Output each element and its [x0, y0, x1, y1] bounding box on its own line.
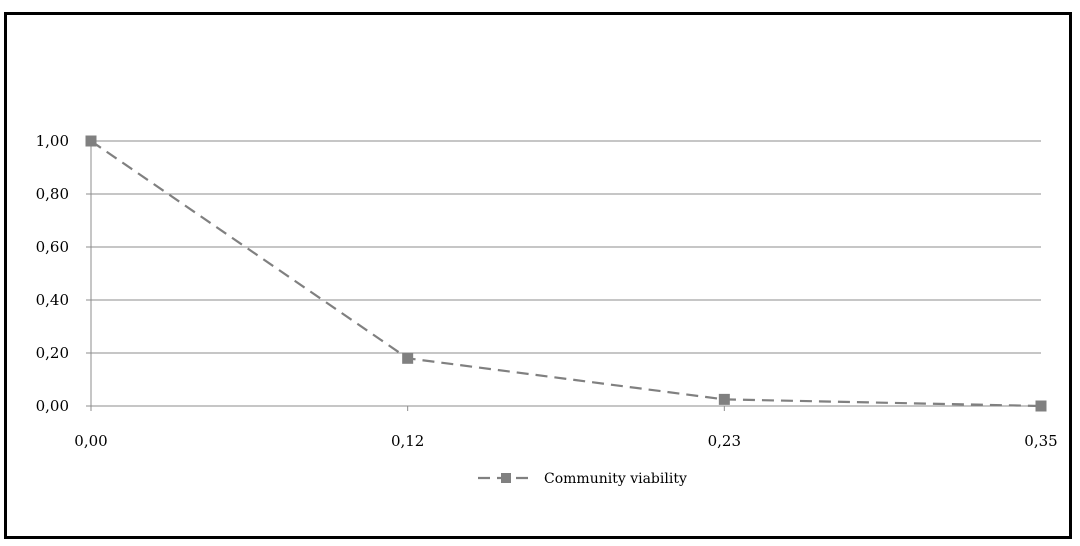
y-tick-labels: 0,00 0,20 0,40 0,60 0,80 1,00 [36, 132, 69, 415]
series-layer [85, 135, 1047, 412]
y-tick-label: 0,20 [36, 344, 69, 362]
chart-frame [4, 12, 1072, 539]
y-tick-label: 0,60 [36, 238, 69, 256]
y-tick-label: 0,40 [36, 291, 69, 309]
y-tick-label: 1,00 [36, 132, 69, 150]
axes [86, 139, 1042, 411]
series-line [90, 140, 1042, 408]
x-tick-labels: 0,00 0,12 0,23 0,35 [74, 432, 1057, 450]
x-tick-label: 0,35 [1024, 432, 1057, 450]
legend-marker-sample [501, 473, 511, 483]
data-point-marker [718, 393, 730, 405]
data-point-marker [1035, 400, 1047, 412]
data-point-marker [402, 352, 414, 364]
legend-label: Community viability [544, 471, 687, 487]
data-point-marker [85, 135, 97, 147]
gridlines [91, 140, 1041, 354]
x-tick-label: 0,00 [74, 432, 107, 450]
y-tick-label: 0,00 [36, 397, 69, 415]
legend: Community viability [478, 471, 687, 487]
y-tick-label: 0,80 [36, 185, 69, 203]
x-tick-label: 0,23 [708, 432, 741, 450]
x-tick-label: 0,12 [391, 432, 424, 450]
